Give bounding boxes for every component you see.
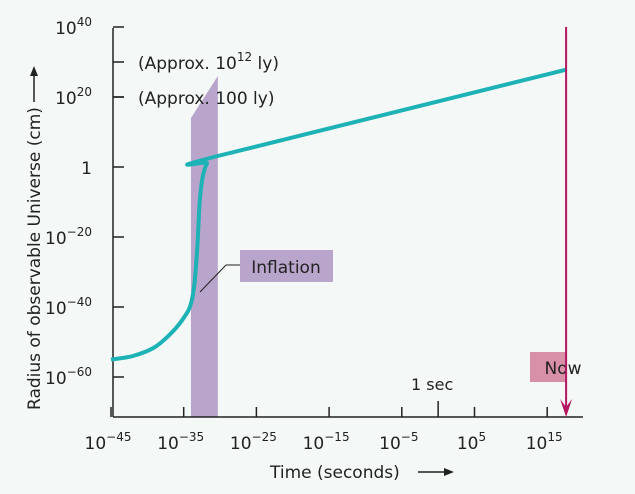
x-tick-label: 10−15 <box>303 430 350 454</box>
y-tick-label: 10−40 <box>45 295 92 319</box>
inflation-leader-line <box>199 264 227 293</box>
inflation-label: Inflation <box>251 258 320 278</box>
now-arrow-head-icon <box>560 399 573 417</box>
y-tick-label: 1 <box>81 159 92 179</box>
inflation-label-box <box>240 250 333 282</box>
y-tick-label: 1020 <box>55 85 92 109</box>
radius-curve <box>110 67 567 362</box>
x-tick-label-1-sec: 1 sec <box>411 375 453 394</box>
x-tick-label: 10−35 <box>157 430 204 454</box>
x-tick-label: 10−45 <box>85 430 132 454</box>
y-axis-label: Radius of observable Universe (cm) <box>25 107 45 410</box>
y-annotation: (Approx. 100 ly) <box>138 89 274 109</box>
x-tick-label: 10−5 <box>379 430 418 454</box>
now-label: Now <box>544 359 581 379</box>
x-tick-label: 1015 <box>526 430 563 454</box>
inflation-band <box>190 76 218 417</box>
x-tick-label: 10−25 <box>230 430 277 454</box>
x-tick-label: 105 <box>457 430 486 454</box>
y-tick-label: 10−20 <box>45 225 92 249</box>
x-axis-label: Time (seconds) <box>269 463 400 483</box>
y-tick-label: 10−60 <box>45 365 92 389</box>
now-label-box <box>530 352 567 382</box>
y-axis-arrow <box>30 66 38 102</box>
x-axis-arrow <box>418 468 454 476</box>
y-annotation: (Approx. 1012 ly) <box>138 50 279 74</box>
y-tick-label: 1040 <box>55 15 92 39</box>
